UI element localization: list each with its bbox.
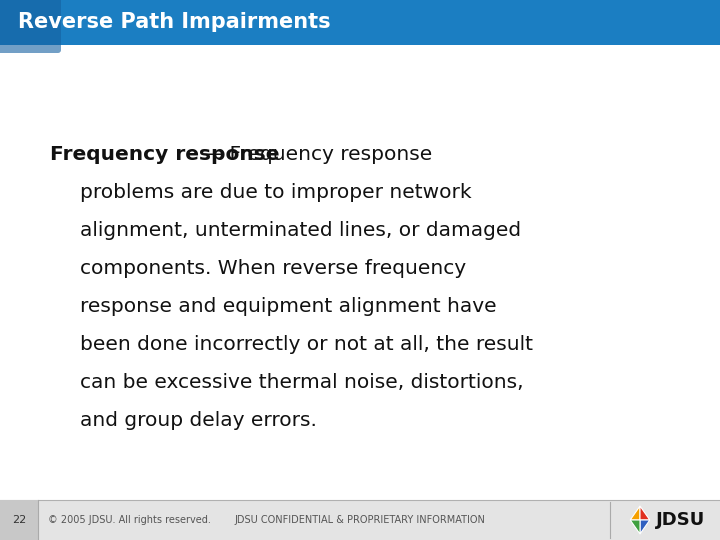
Text: © 2005 JDSU. All rights reserved.: © 2005 JDSU. All rights reserved. <box>48 515 211 525</box>
FancyBboxPatch shape <box>0 0 61 53</box>
Text: components. When reverse frequency: components. When reverse frequency <box>80 259 466 278</box>
Text: can be excessive thermal noise, distortions,: can be excessive thermal noise, distorti… <box>80 373 523 392</box>
Polygon shape <box>640 506 649 520</box>
Text: Reverse Path Impairments: Reverse Path Impairments <box>18 12 330 32</box>
Bar <box>0 500 38 540</box>
Polygon shape <box>640 520 649 534</box>
Polygon shape <box>630 506 640 520</box>
Text: Frequency response: Frequency response <box>50 145 279 164</box>
Bar <box>0 500 720 540</box>
Text: alignment, unterminated lines, or damaged: alignment, unterminated lines, or damage… <box>80 221 521 240</box>
Text: problems are due to improper network: problems are due to improper network <box>80 183 472 202</box>
Text: response and equipment alignment have: response and equipment alignment have <box>80 297 497 316</box>
Text: JDSU CONFIDENTIAL & PROPRIETARY INFORMATION: JDSU CONFIDENTIAL & PROPRIETARY INFORMAT… <box>235 515 485 525</box>
Polygon shape <box>630 520 640 534</box>
Bar <box>0 0 720 45</box>
Text: 22: 22 <box>12 515 26 525</box>
Text: and group delay errors.: and group delay errors. <box>80 411 317 430</box>
Text: been done incorrectly or not at all, the result: been done incorrectly or not at all, the… <box>80 335 533 354</box>
Text: JDSU: JDSU <box>656 511 705 529</box>
Text: — Frequency response: — Frequency response <box>203 145 432 164</box>
